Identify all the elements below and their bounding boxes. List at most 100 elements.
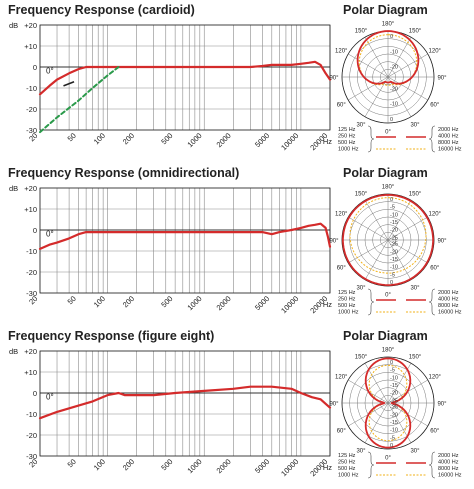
y-tick-label: -10 [26,410,37,419]
legend-frequency-right: 16000 Hz [438,147,462,153]
angle-annotation: 0° [46,392,54,401]
legend-frequency-left: 1000 Hz [338,147,359,153]
legend-frequency-left: 125 Hz [338,127,356,133]
legend-frequency-right: 4000 Hz [438,297,459,303]
polar-angle-label: 120° [335,375,348,381]
y-tick-label: +10 [24,205,37,214]
legend-frequency-left: 500 Hz [338,303,356,309]
polar-ring-label: -15 [390,220,398,226]
polar-angle-label: 120° [335,212,348,218]
legend-frequency-left: 250 Hz [338,460,356,466]
x-tick-label: 50 [66,131,78,143]
chart-title: Frequency Response (omnidirectional) [8,166,240,180]
polar-spoke [364,239,389,280]
legend-bracket-right [428,125,436,153]
polar-curve-alt [368,364,408,442]
legend-bracket-left [367,451,375,479]
polar-ring-label: -10 [390,49,398,55]
polar-angle-label: 0° [385,456,391,462]
polar-ring-label: -15 [390,257,398,263]
polar-diagram: 180° 150° 150° 120° 120° 90° 90° 60° 60° 30° 30° 0°… [329,348,461,479]
x-tick-label: 1000 [185,294,203,312]
polar-spoke [387,53,428,78]
polar-title: Polar Diagram [343,329,428,343]
panel-omnidirectional: Frequency Response (omnidirectional) Pol… [0,163,474,326]
polar-angle-label: 30° [410,448,420,454]
legend-bracket-right [428,288,436,316]
y-tick-label: -10 [26,84,37,93]
polar-diagram: 180° 150° 150° 120° 120° 90° 90° 60° 60° 30° 30° 0°… [329,22,462,153]
x-tick-label: 50 [66,457,78,469]
polar-ring-label: -10 [390,212,398,218]
polar-angle-label: 150° [409,29,422,35]
polar-angle-label: 90° [437,76,447,82]
polar-angle-label: 150° [355,29,368,35]
polar-curve [342,193,434,287]
polar-curve [364,357,412,449]
legend-frequency-right: 8000 Hz [438,466,459,472]
x-tick-label: 500 [159,131,174,146]
x-tick-label: 2000 [215,294,233,312]
polar-diagram: 180° 150° 150° 120° 120° 90° 90° 60° 60° 30° 30° 0°… [329,185,461,316]
y-tick-label: +10 [24,42,37,51]
polar-spoke [387,216,428,241]
legend-frequency-left: 1000 Hz [338,473,359,479]
x-axis-label: Hz [323,463,332,472]
legend-bracket-right [428,451,436,479]
legend-frequency-right: 2000 Hz [438,127,459,133]
legend-frequency-left: 250 Hz [338,297,356,303]
y-tick-label: +20 [24,21,37,30]
legend-frequency-right: 4000 Hz [438,460,459,466]
panel-figure-eight: Frequency Response (figure eight) Polar … [0,326,474,489]
legend-frequency-right: 2000 Hz [438,453,459,459]
polar-ring-label: 0 [390,117,393,123]
polar-ring-label: 0 [390,443,393,449]
polar-ring-label: -20 [390,391,398,397]
x-tick-label: 200 [121,294,136,309]
legend-frequency-left: 250 Hz [338,134,356,140]
polar-ring-label: -5 [390,435,395,441]
x-tick-label: 10000 [279,294,300,315]
x-tick-label: 2000 [215,131,233,149]
polar-ring-label: -5 [390,368,395,374]
y-tick-label: -20 [26,431,37,440]
polar-ring-label: -20 [390,228,398,234]
polar-curve-alt [358,34,418,86]
series-line [38,60,332,96]
polar-ring-label: 0 [390,34,393,40]
y-tick-label: -30 [26,126,37,135]
series-line-dashed [39,66,120,134]
polar-ring-label: -5 [390,205,395,211]
legend-bracket-left [367,288,375,316]
x-tick-label: 5000 [253,457,271,475]
polar-angle-label: 90° [329,76,339,82]
polar-angle-label: 0° [385,130,391,136]
x-tick-label: 10000 [279,457,300,478]
legend-frequency-left: 1000 Hz [338,310,359,316]
polar-angle-label: 120° [335,49,348,55]
polar-angle-label: 120° [429,49,442,55]
y-axis-label: dB [9,184,18,193]
polar-spoke [387,76,428,101]
x-tick-label: 1000 [185,131,203,149]
angle-annotation: 0° [46,229,54,238]
x-axis-label: Hz [323,300,332,309]
series-line [38,222,332,250]
x-tick-label: 500 [159,294,174,309]
polar-ring-label: -20 [390,65,398,71]
polar-angle-label: 180° [382,22,395,28]
chart-title: Frequency Response (figure eight) [8,329,215,343]
legend-frequency-left: 500 Hz [338,140,356,146]
x-tick-label: 200 [121,131,136,146]
polar-ring-label: -25 [390,398,398,404]
polar-spoke [348,239,389,264]
polar-angle-label: 0° [385,293,391,299]
polar-angle-label: 150° [409,355,422,361]
x-tick-label: 2000 [215,457,233,475]
y-tick-label: +20 [24,347,37,356]
angle-annotation: 0° [46,66,54,75]
polar-spoke [364,37,389,78]
panel-cardioid: Frequency Response (cardioid) Polar Diag… [0,0,474,163]
legend-frequency-right: 4000 Hz [438,134,459,140]
polar-angle-label: 150° [409,192,422,198]
